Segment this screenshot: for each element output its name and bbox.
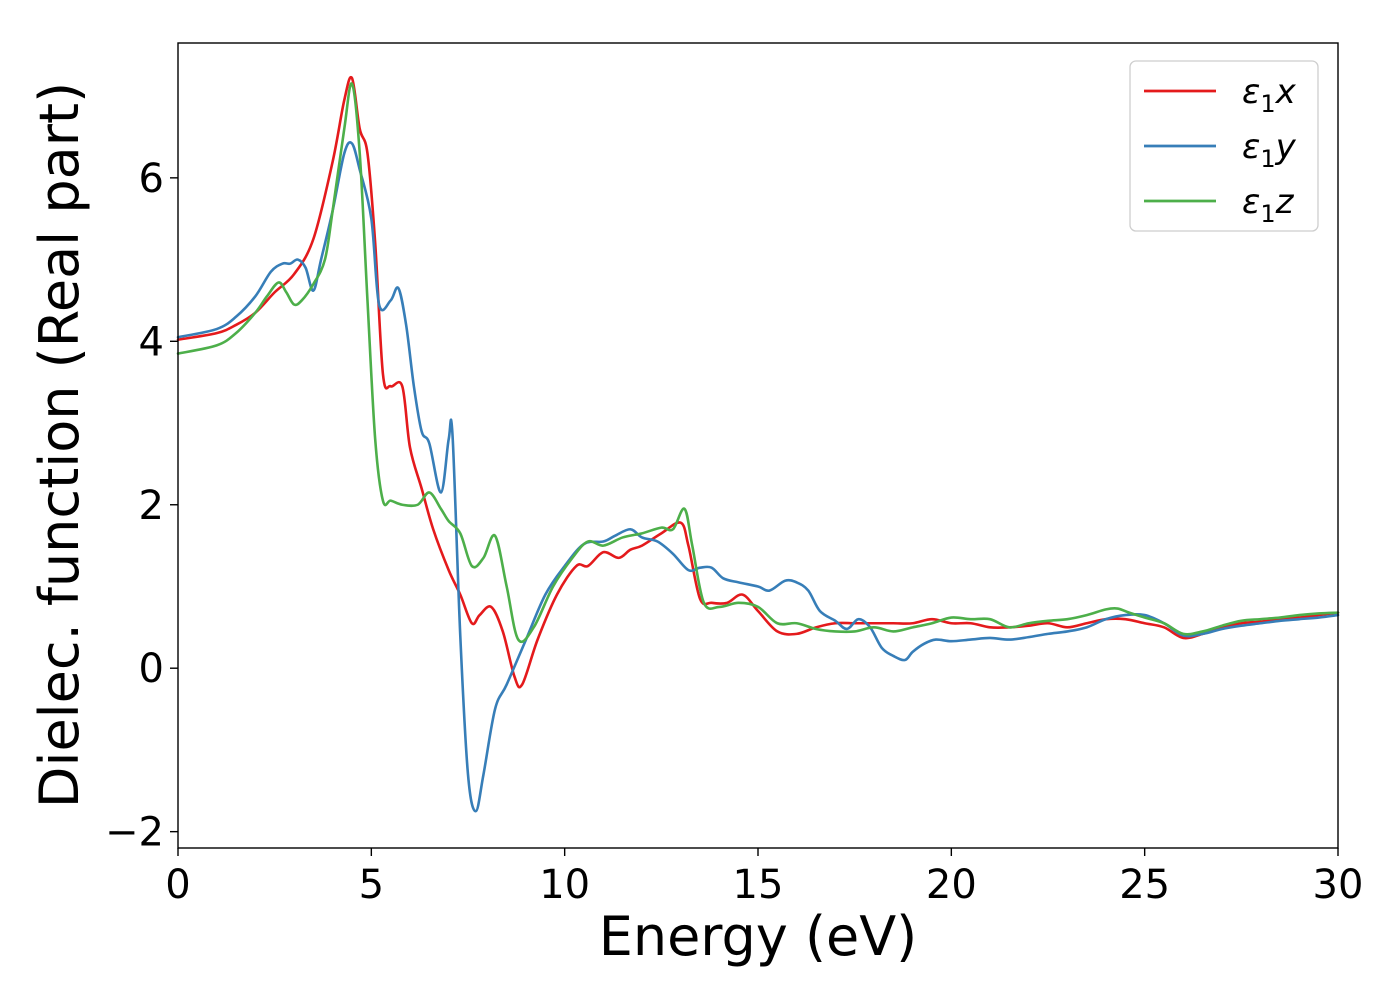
x-tick-label: 10 <box>539 862 590 908</box>
y-tick-label: 6 <box>139 156 164 202</box>
x-axis-title: Energy (eV) <box>599 905 918 968</box>
x-axis: 0 5 10 15 20 25 30 <box>165 848 1363 908</box>
y-tick-label: 0 <box>139 646 164 692</box>
series-line-z <box>176 82 1340 644</box>
x-tick-label: 25 <box>1119 862 1170 908</box>
legend-label-y: ε1y <box>1242 127 1297 173</box>
y-axis-title: Dielec. function (Real part) <box>28 82 91 808</box>
x-tick-label: 5 <box>359 862 384 908</box>
y-tick-label: −2 <box>105 810 164 856</box>
series-layer <box>176 75 1340 813</box>
legend-label-x: ε1x <box>1242 72 1297 118</box>
x-tick-label: 30 <box>1313 862 1364 908</box>
y-tick-label: 2 <box>139 483 164 529</box>
x-tick-label: 15 <box>733 862 784 908</box>
y-tick-label: 4 <box>139 319 164 365</box>
legend-label-z: ε1z <box>1242 182 1295 228</box>
x-tick-label: 0 <box>165 862 190 908</box>
legend-frame <box>1129 60 1319 232</box>
y-axis: −2 0 2 4 6 <box>105 156 178 856</box>
x-tick-label: 20 <box>926 862 977 908</box>
legend: ε1x ε1y ε1z <box>1129 60 1319 232</box>
